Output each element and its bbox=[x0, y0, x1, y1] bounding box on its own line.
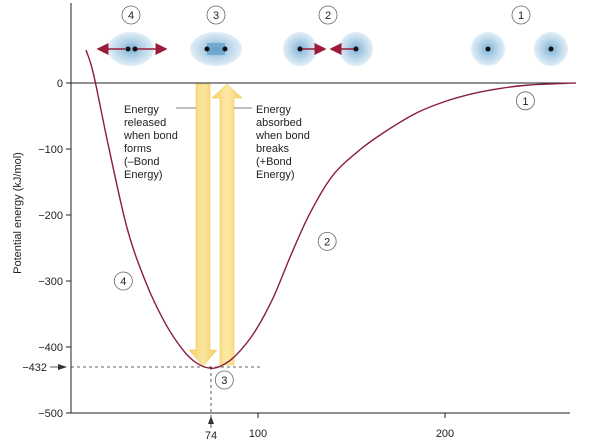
curve-marker-circle bbox=[113, 271, 133, 291]
stage-label-circle bbox=[318, 5, 338, 25]
atom-stages bbox=[96, 32, 568, 66]
y-tick-label: −400 bbox=[38, 342, 63, 354]
y-tick-label: −200 bbox=[38, 210, 63, 222]
annotation-line: released bbox=[124, 117, 166, 129]
curve-marker-circle bbox=[516, 91, 535, 111]
stage-1-nucleus-left bbox=[485, 46, 491, 52]
y-axis-label: Potential energy (kJ/mol) bbox=[12, 152, 24, 274]
annotation-line: Energy bbox=[256, 104, 291, 116]
stage-label-text: 3 bbox=[213, 10, 219, 22]
annotation-line: Energy) bbox=[256, 169, 295, 181]
minimum-guides bbox=[50, 364, 260, 428]
y-ticks: 0 −100 −200 −300 −400 −500 bbox=[38, 78, 71, 420]
x-tick-label: 100 bbox=[249, 428, 267, 440]
annotation-line: (–Bond bbox=[124, 156, 159, 168]
annotation-line: when bond bbox=[255, 130, 310, 142]
stage-3-bond-overlap bbox=[207, 43, 225, 55]
curve-marker-label: 4 bbox=[120, 276, 126, 288]
stage-3-nucleus-right bbox=[222, 46, 228, 52]
energy-curve bbox=[85, 49, 576, 370]
stage-label-circle bbox=[511, 5, 531, 25]
stage-4-cloud bbox=[108, 32, 154, 66]
y-tick-label: −500 bbox=[38, 408, 63, 420]
stage-label-text: 4 bbox=[128, 10, 134, 22]
annotation-line: absorbed bbox=[256, 117, 302, 129]
stage-4-atoms bbox=[96, 32, 168, 66]
x-ticks: 100 200 bbox=[249, 413, 454, 440]
min-energy-label: −432 bbox=[22, 362, 47, 374]
stage-2-atoms bbox=[283, 32, 373, 66]
stage-3-nucleus-left bbox=[204, 46, 210, 52]
curve-marker-label: 1 bbox=[522, 96, 528, 108]
stage-4-nucleus-left bbox=[125, 46, 131, 52]
energy-arrows bbox=[176, 83, 252, 367]
stage-3-atoms bbox=[190, 32, 242, 66]
stage-labels: 4 3 2 1 bbox=[121, 5, 531, 25]
curve-marker-label: 2 bbox=[324, 236, 330, 248]
stage-label-text: 2 bbox=[325, 10, 331, 22]
stage-4-nucleus-right bbox=[132, 46, 138, 52]
x-tick-label: 200 bbox=[436, 428, 454, 440]
annotation-line: Energy) bbox=[124, 169, 163, 181]
stage-label-circle bbox=[206, 5, 226, 25]
min-energy-arrow-icon bbox=[58, 364, 67, 370]
y-tick-label: −300 bbox=[38, 276, 63, 288]
energy-absorbed-arrow bbox=[211, 83, 243, 366]
curve-marker-label: 3 bbox=[221, 375, 227, 387]
energy-released-arrow bbox=[188, 83, 218, 367]
curve-markers: 1 2 3 4 bbox=[113, 91, 535, 390]
stage-1-atoms bbox=[471, 32, 568, 66]
annotation-line: Energy bbox=[124, 104, 159, 116]
annotation-line: when bond bbox=[123, 130, 178, 142]
annotation-line: breaks bbox=[256, 143, 290, 155]
stage-2-nucleus-left bbox=[297, 46, 303, 52]
bond-length-label: 74 bbox=[205, 430, 217, 442]
stage-label-circle bbox=[121, 5, 141, 25]
curve-marker-circle bbox=[214, 370, 234, 390]
annotation-line: forms bbox=[124, 143, 152, 155]
y-tick-label: −100 bbox=[38, 144, 63, 156]
curve-marker-circle bbox=[317, 231, 337, 251]
annotation-line: (+Bond bbox=[256, 156, 292, 168]
stage-2-nucleus-right bbox=[353, 46, 359, 52]
y-tick-label: 0 bbox=[57, 78, 63, 90]
stage-label-text: 1 bbox=[518, 10, 524, 22]
stage-1-nucleus-right bbox=[548, 46, 554, 52]
axes bbox=[70, 3, 570, 414]
